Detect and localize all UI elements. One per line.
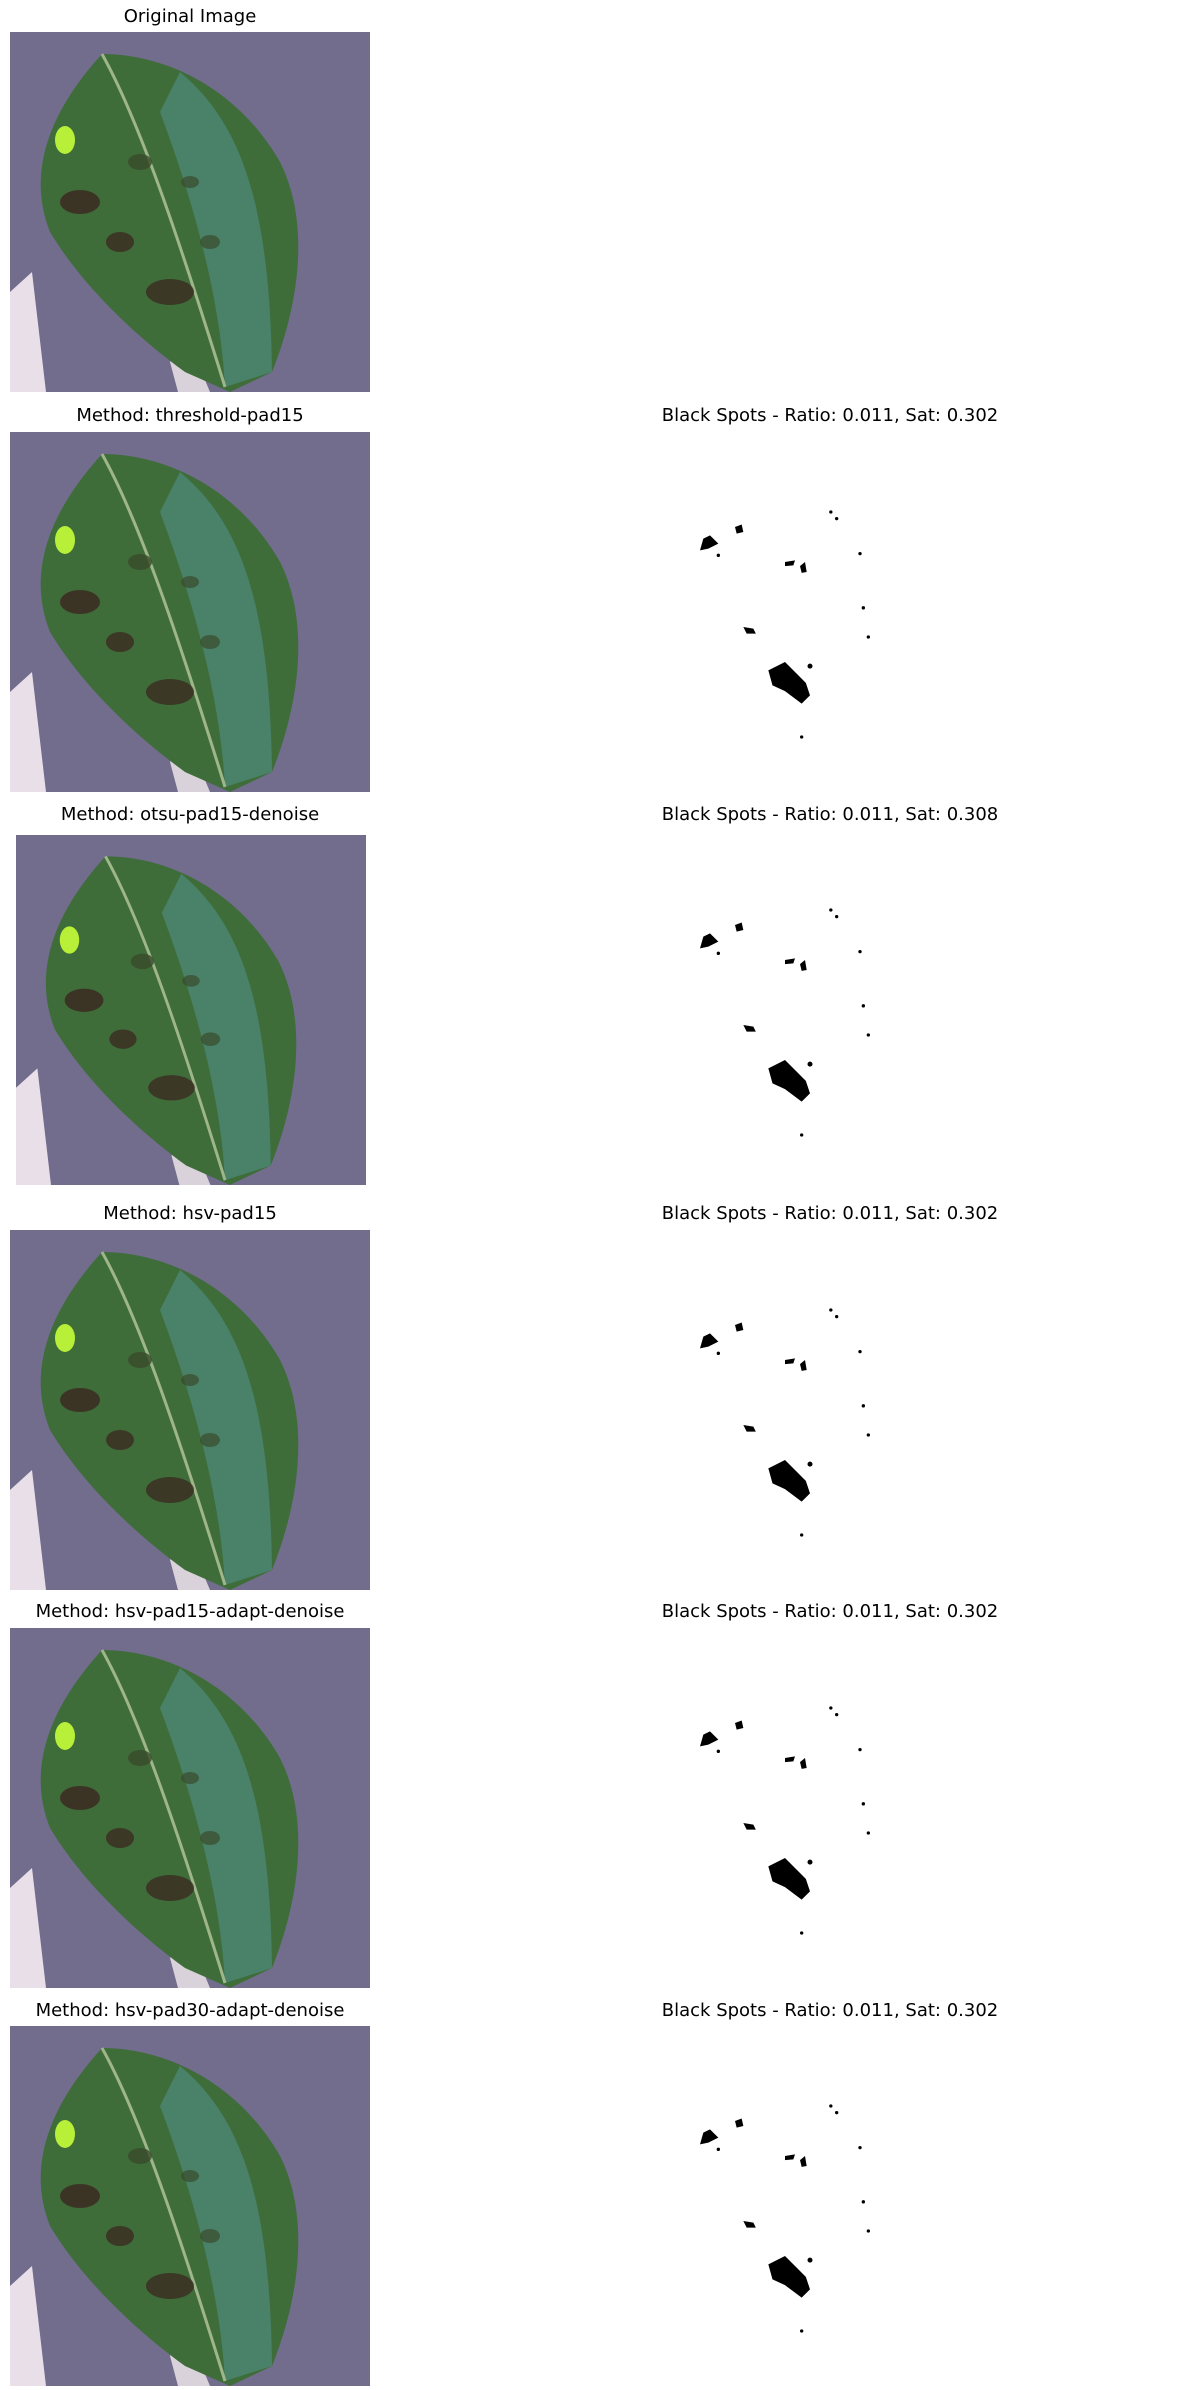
black-spots-mask: [660, 432, 960, 792]
mask-title: Black Spots - Ratio: 0.011, Sat: 0.302: [661, 1203, 999, 1224]
panel-title: Method: otsu-pad15-denoise: [60, 804, 320, 825]
panel-title: Method: hsv-pad15-adapt-denoise: [35, 1601, 345, 1622]
black-spots-mask: [660, 1230, 960, 1590]
panel-title: Method: hsv-pad30-adapt-denoise: [35, 2000, 345, 2021]
leaf-image: [10, 32, 370, 392]
black-spots-mask: [660, 2026, 960, 2386]
panel-title: Method: threshold-pad15: [76, 405, 304, 426]
mask-title: Black Spots - Ratio: 0.011, Sat: 0.302: [661, 2000, 999, 2021]
mask-title: Black Spots - Ratio: 0.011, Sat: 0.308: [661, 804, 999, 825]
mask-title: Black Spots - Ratio: 0.011, Sat: 0.302: [661, 1601, 999, 1622]
panel-title: Method: hsv-pad15: [103, 1203, 277, 1224]
leaf-image: [16, 830, 366, 1190]
black-spots-mask: [660, 830, 960, 1190]
black-spots-mask: [660, 1628, 960, 1988]
panel-title: Original Image: [123, 6, 257, 27]
leaf-image: [10, 1628, 370, 1988]
leaf-image: [10, 2026, 370, 2386]
leaf-image: [10, 1230, 370, 1590]
mask-title: Black Spots - Ratio: 0.011, Sat: 0.302: [661, 405, 999, 426]
leaf-image: [10, 432, 370, 792]
